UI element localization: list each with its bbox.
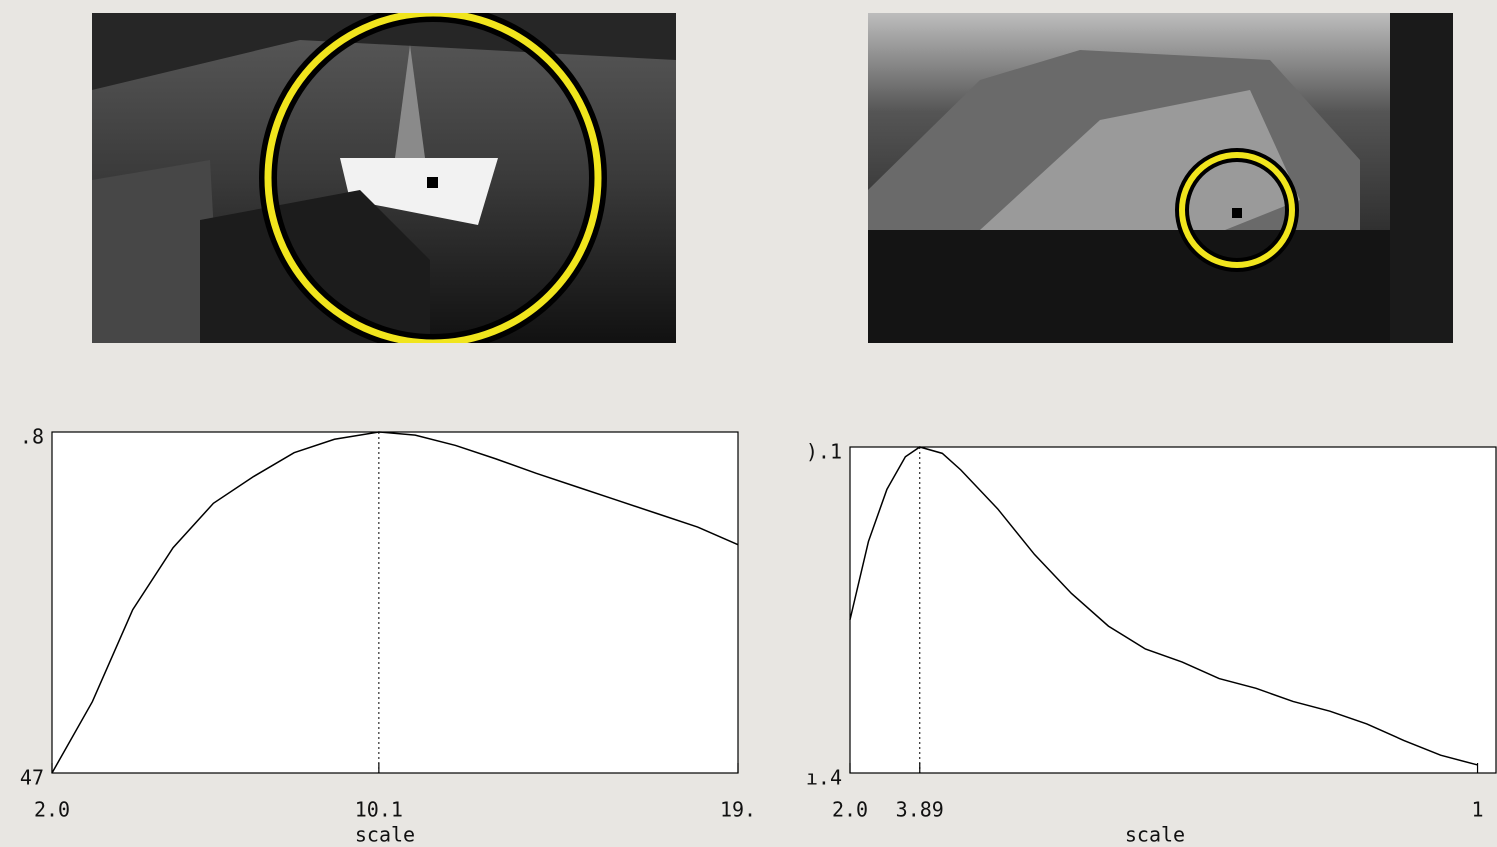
plot: 2.0 10.1 19. 47 .8 scale — [20, 425, 756, 847]
page: {"chart_data": [ {"type": "line", "x_lab… — [0, 0, 1497, 847]
photo-left — [92, 13, 676, 343]
y-tick-label: .8 — [20, 425, 44, 449]
y-tick-label: ).1 — [806, 440, 842, 464]
x-tick-label: 2.0 — [34, 798, 70, 822]
y-tick-label: ı.4 — [806, 766, 842, 790]
x-axis-label: scale — [355, 823, 415, 847]
plot-frame — [850, 447, 1496, 773]
plot: 2.0 3.89 1 ı.4 ).1 scale — [806, 440, 1496, 847]
photo-right — [868, 13, 1453, 343]
x-tick-label: 2.0 — [832, 798, 868, 822]
figure: 2.0 10.1 19. 47 .8 scale 2.0 3.89 1 ı.4 ).1 scale — [0, 0, 1497, 847]
x-tick-label: 19. — [720, 798, 756, 822]
y-tick-label: 47 — [20, 766, 44, 790]
plot-frame — [52, 432, 738, 773]
x-tick-label: 1 — [1472, 798, 1484, 822]
x-axis-label: scale — [1125, 823, 1185, 847]
x-tick-label: 3.89 — [896, 798, 944, 822]
x-tick-label: 10.1 — [355, 798, 403, 822]
